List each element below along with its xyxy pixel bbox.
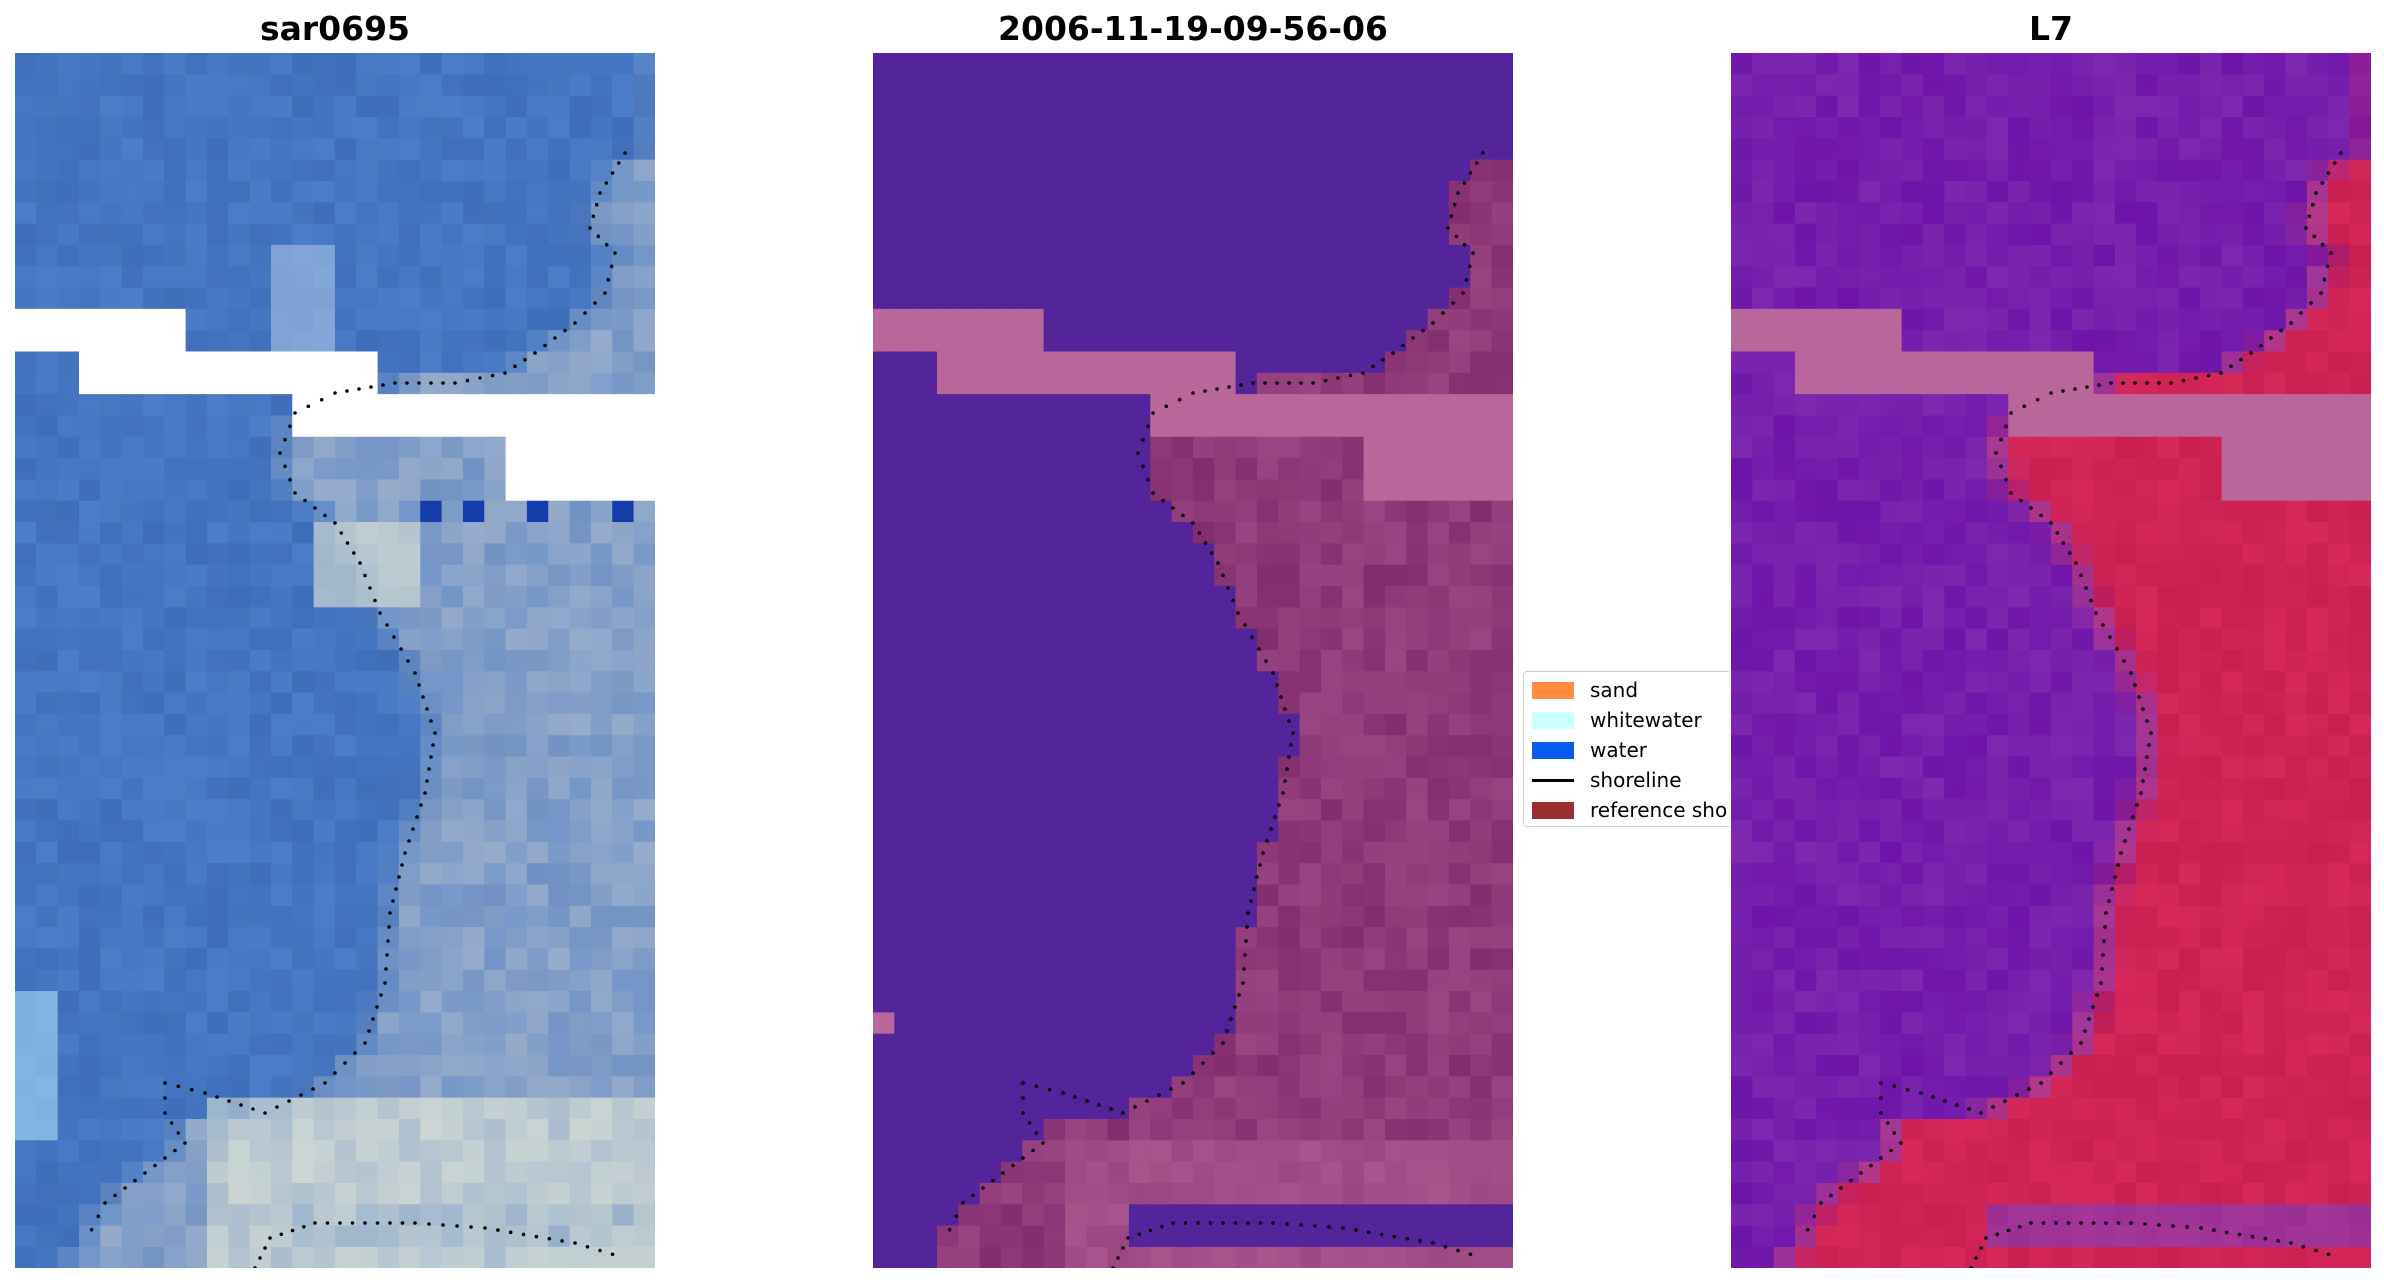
shoreline-dots-rgb [89,151,627,1232]
legend-swatch-sand [1532,681,1574,699]
legend-swatch-reference-shoreline [1532,801,1574,819]
index-image [1731,53,2371,1268]
legend-label-water: water [1590,738,1647,762]
legend-swatch-water [1532,741,1574,759]
legend-label-whitewater: whitewater [1590,708,1702,732]
legend-swatch-whitewater [1532,711,1574,729]
legend-label-shoreline: shoreline [1590,768,1682,792]
classified-image [873,53,1513,1268]
legend: sand whitewater water shoreline referenc… [1523,671,1729,827]
legend-line-shoreline [1532,778,1574,782]
legend-item-shoreline: shoreline [1532,765,1682,795]
legend-item-sand: sand [1532,675,1638,705]
shoreline-dots-classified [947,151,1485,1232]
rgb-satellite-image [15,53,655,1268]
classified-image-panel [873,53,1513,1268]
shoreline-dots-rgb-south [253,1221,615,1268]
shoreline-dots-index-south [1969,1221,2331,1268]
legend-item-reference-shoreline: reference shoreline [1532,795,1729,825]
shoreline-dots-index [1805,151,2343,1232]
panel-title-rgb: sar0695 [259,9,411,48]
legend-label-reference-shoreline: reference shoreline [1590,798,1729,822]
legend-item-whitewater: whitewater [1532,705,1702,735]
rgb-image-panel [15,53,655,1268]
index-image-panel [1731,53,2371,1268]
legend-item-water: water [1532,735,1647,765]
shoreline-dots-classified-south [1111,1221,1473,1268]
legend-label-sand: sand [1590,678,1639,702]
panel-title-index: L7 [2029,9,2073,48]
panel-title-classified: 2006-11-19-09-56-06 [998,9,1388,48]
